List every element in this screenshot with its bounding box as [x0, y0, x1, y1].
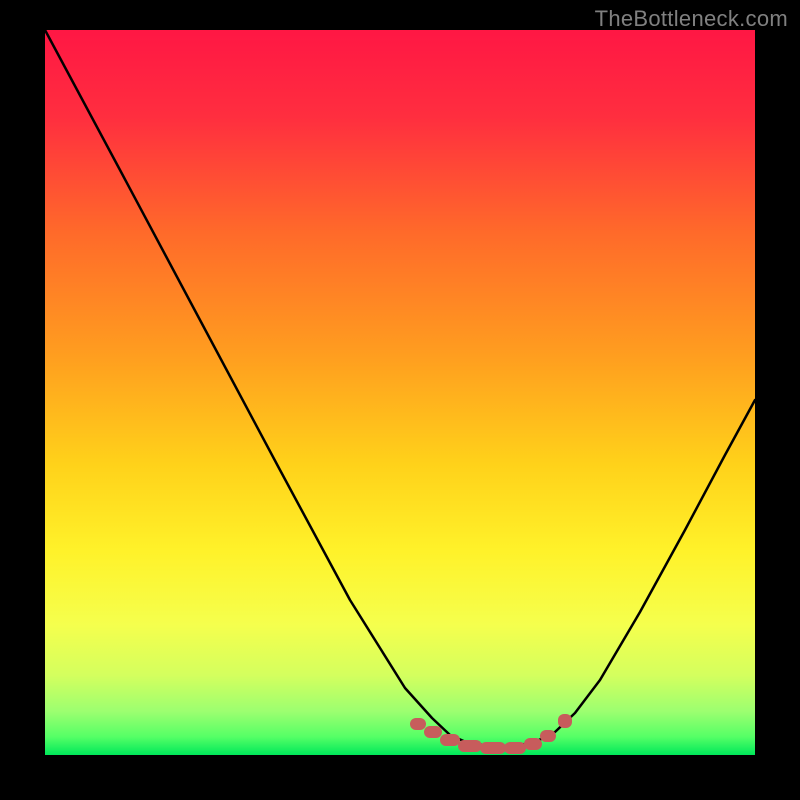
watermark-text: TheBottleneck.com — [595, 6, 788, 32]
bottleneck-curve — [45, 30, 755, 746]
chart-curve-layer — [0, 0, 800, 800]
valley-marker-dot — [410, 718, 426, 730]
valley-marker-dot — [424, 726, 442, 738]
valley-marker-dot — [540, 730, 556, 742]
valley-marker-dot — [524, 738, 542, 750]
valley-marker-dot — [480, 742, 506, 754]
valley-marker-dot — [440, 734, 460, 746]
valley-marker-dot — [558, 714, 572, 728]
valley-marker-dot — [504, 742, 526, 754]
valley-marker-dot — [458, 740, 482, 752]
